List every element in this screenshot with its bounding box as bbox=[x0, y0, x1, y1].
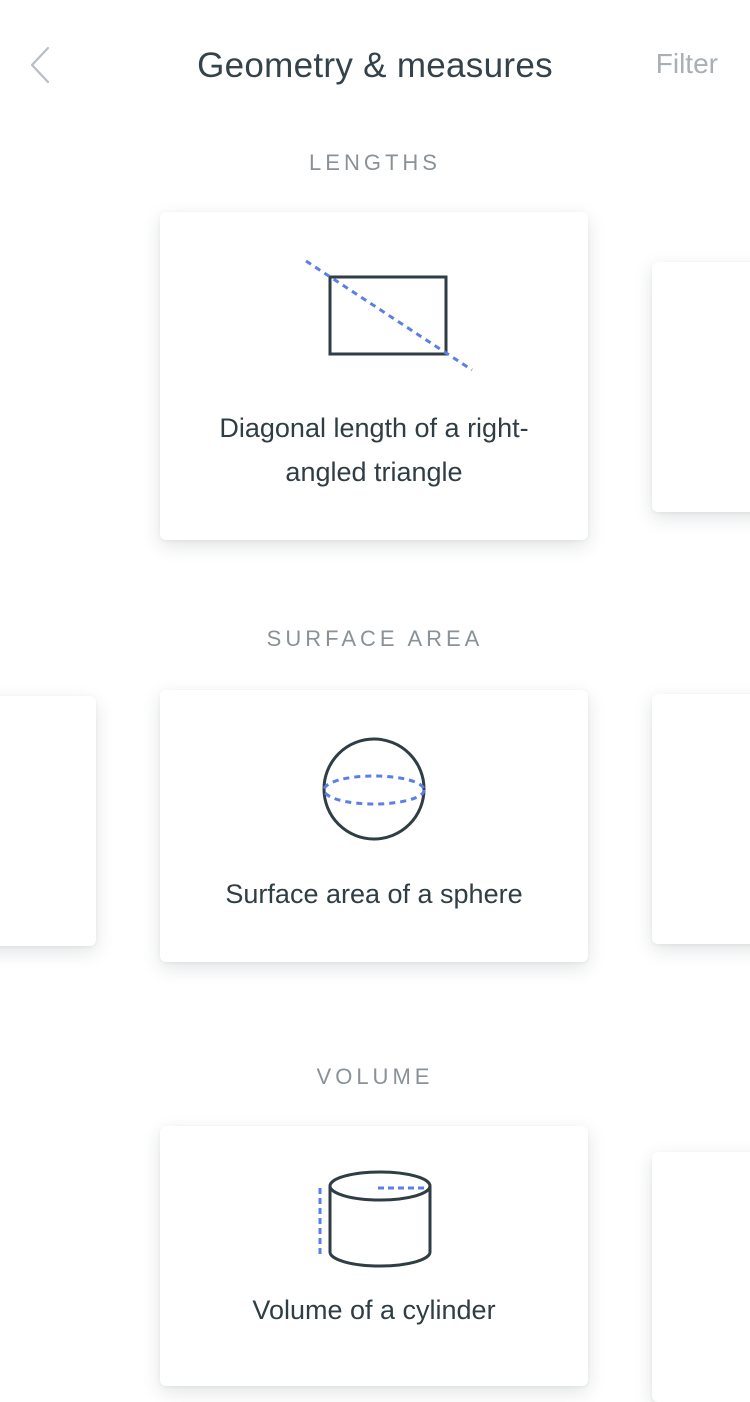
section-title-surface-area: SURFACE AREA bbox=[266, 626, 484, 651]
card-label: Surface area of a sphere bbox=[225, 879, 523, 909]
sphere-icon bbox=[322, 737, 426, 841]
card-label: Diagonal length of a right-angled triang… bbox=[219, 413, 529, 487]
chevron-left-icon bbox=[30, 46, 50, 84]
card-sphere-surface-area[interactable]: Surface area of a sphere bbox=[160, 690, 588, 962]
card-diagonal-length[interactable]: Diagonal length of a right-angled triang… bbox=[160, 212, 588, 540]
header: Geometry & measures Filter bbox=[0, 0, 750, 130]
card-cylinder-volume[interactable]: Volume of a cylinder bbox=[160, 1126, 588, 1386]
card-peek-next[interactable] bbox=[652, 262, 750, 512]
card-peek-previous[interactable] bbox=[0, 696, 96, 946]
page-title: Geometry & measures bbox=[197, 46, 553, 85]
card-peek-next[interactable] bbox=[652, 694, 750, 944]
card-peek-next[interactable] bbox=[652, 1152, 750, 1402]
card-label: Volume of a cylinder bbox=[252, 1295, 496, 1325]
section-title-lengths: LENGTHS bbox=[309, 150, 441, 175]
rectangle-diagonal-icon bbox=[305, 259, 473, 372]
back-button[interactable] bbox=[20, 40, 60, 90]
cylinder-icon bbox=[318, 1170, 432, 1268]
filter-button[interactable]: Filter bbox=[655, 48, 718, 79]
section-title-volume: VOLUME bbox=[316, 1064, 434, 1089]
